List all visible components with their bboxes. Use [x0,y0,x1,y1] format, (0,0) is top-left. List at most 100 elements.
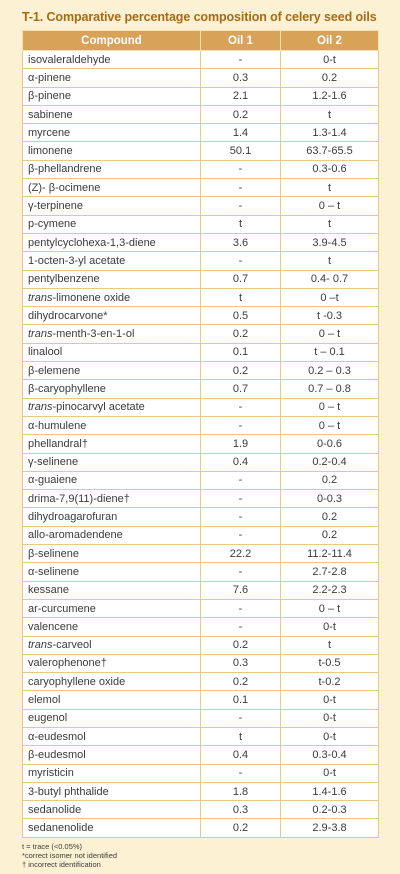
compound-name: α-eudesmol [28,730,86,743]
compound-name: α-selinene [28,565,79,578]
compound-name: γ-selinene [28,456,79,469]
oil-2-cell: 0-t [280,617,379,637]
compound-name: α-humulene [28,419,87,432]
table-row: β-selinene 22.2 11.2-11.4 [22,544,379,564]
oil-1-cell: - [200,251,281,271]
compound-cell: β-pinene [22,86,201,106]
oil-1-cell: 0.2 [200,324,281,344]
oil-1-cell: 0.5 [200,306,281,326]
oil-2-cell: 0 – t [280,397,379,417]
oil-1-cell: - [200,507,281,527]
compound-cell: trans-limonene oxide [22,287,201,308]
oil-2-cell: 0.3-0.4 [280,745,379,765]
oil-2-cell: 0-0.3 [280,489,379,509]
compound-cell: valencene [22,617,201,637]
oil-2-cell: t -0.3 [280,306,379,326]
table-row: kessane 7.6 2.2-2.3 [22,580,379,600]
oil-1-cell: - [200,598,281,619]
oil-1-cell: - [200,525,281,546]
compound-name: phellandral† [28,437,88,450]
compound-name: α-pinene [28,71,72,84]
compound-cell: valerophenone† [22,653,201,674]
compound-name: allo-aromadendene [28,529,123,542]
table-row: (Z)- β-ocimene - t [22,178,379,198]
oil-1-cell: 7.6 [200,580,281,600]
table-row: γ-terpinene -0 – t [22,196,379,216]
compound-cell: caryophyllene oxide [22,672,201,692]
table-row: myrcene 1.4 1.3-1.4 [22,123,379,143]
table-row: p-cymene t t [22,214,379,234]
oil-1-cell: 0.4 [200,745,281,765]
table-row: linalool 0.1 t – 0.1 [22,342,379,363]
oil-1-cell: 0.1 [200,690,281,710]
oil-1-cell: 0.2 [200,818,281,838]
compound-prefix: trans [28,328,53,341]
oil-1-cell: 1.4 [200,123,281,143]
oil-2-cell: 1.4-1.6 [280,781,379,802]
table-row: limonene 50.1 63.7-65.5 [22,141,379,161]
oil-1-cell: - [200,562,281,582]
table-row: α-pinene 0.3 0.2 [22,68,379,88]
oil-2-cell: 0-t [280,726,379,747]
oil-1-cell: t [200,726,281,747]
oil-1-cell: 3.6 [200,232,281,253]
oil-2-cell: 0.3-0.6 [280,159,379,180]
compound-name: valencene [28,620,79,633]
table-row: pentylbenzene 0.7 0.4- 0.7 [22,269,379,289]
compound-cell: β-elemene [22,361,201,381]
compound-cell: p-cymene [22,214,201,234]
table-row: drima-7,9(11)-diene† -0-0.3 [22,489,379,509]
compound-name: isovaleraldehyde [28,53,111,66]
compound-name: sabinene [28,108,73,121]
table-row: β-caryophyllene 0.7 0.7 – 0.8 [22,379,379,399]
composition-table: Compound Oil 1 Oil 2 isovaleraldehyde -0-… [22,30,379,838]
oil-2-cell: 0.2 [280,68,379,88]
oil-1-cell: 0.2 [200,361,281,381]
table-row: γ-selinene 0.4 0.2-0.4 [22,452,379,472]
compound-name: caryophyllene oxide [28,675,126,688]
table-row: α-guaiene -0.2 [22,470,379,491]
compound-cell: α-humulene [22,415,201,436]
oil-2-cell: 0.2 [280,507,379,527]
compound-cell: α-selinene [22,562,201,582]
table-row: pentylcyclohexa-1,3-diene 3.6 3.9-4.5 [22,232,379,253]
compound-cell: linalool [22,342,201,363]
oil-1-cell: 50.1 [200,141,281,161]
compound-cell: trans-menth-3-en-1-ol [22,324,201,344]
compound-name: limonene [28,145,73,158]
compound-cell: sabinene [22,104,201,125]
table-row: valerophenone† 0.3 t-0.5 [22,653,379,674]
oil-1-cell: 0.3 [200,653,281,674]
compound-cell: myristicin [22,763,201,783]
compound-cell: 3-butyl phthalide [22,781,201,802]
compound-cell: dihydroagarofuran [22,507,201,527]
compound-cell: sedanenolide [22,818,201,838]
compound-name: -pinocarvyl acetate [52,401,145,414]
table-row: caryophyllene oxide 0.2 t-0.2 [22,672,379,692]
oil-2-cell: 0.2 [280,470,379,491]
compound-name: eugenol [28,712,68,725]
compound-name: 3-butyl phthalide [28,785,109,798]
oil-2-cell: 0.7 – 0.8 [280,379,379,399]
oil-2-cell: 0 – t [280,324,379,344]
compound-name: β-caryophyllene [28,382,106,395]
table-row: trans-limonene oxide t 0 –t [22,287,379,308]
compound-name: β-eudesmol [28,748,86,761]
oil-1-cell: 0.3 [200,800,281,820]
table-row: trans-carveol 0.2 t [22,635,379,655]
compound-cell: β-caryophyllene [22,379,201,399]
oil-2-cell: t [280,214,379,234]
oil-2-cell: t [280,104,379,125]
oil-2-cell: 1.3-1.4 [280,123,379,143]
footnotes: t = trace (<0.05%) *correct isomer not i… [22,842,380,869]
compound-cell: α-pinene [22,68,201,88]
oil-2-cell: 0.4- 0.7 [280,269,379,289]
oil-2-cell: t – 0.1 [280,342,379,363]
table-row: allo-aromadendene -0.2 [22,525,379,546]
compound-cell: γ-selinene [22,452,201,472]
compound-name: valerophenone† [28,657,107,670]
compound-name: β-selinene [28,547,79,560]
table-title: T-1. Comparative percentage composition … [22,10,377,24]
compound-prefix: trans [28,639,53,652]
compound-cell: β-eudesmol [22,745,201,765]
